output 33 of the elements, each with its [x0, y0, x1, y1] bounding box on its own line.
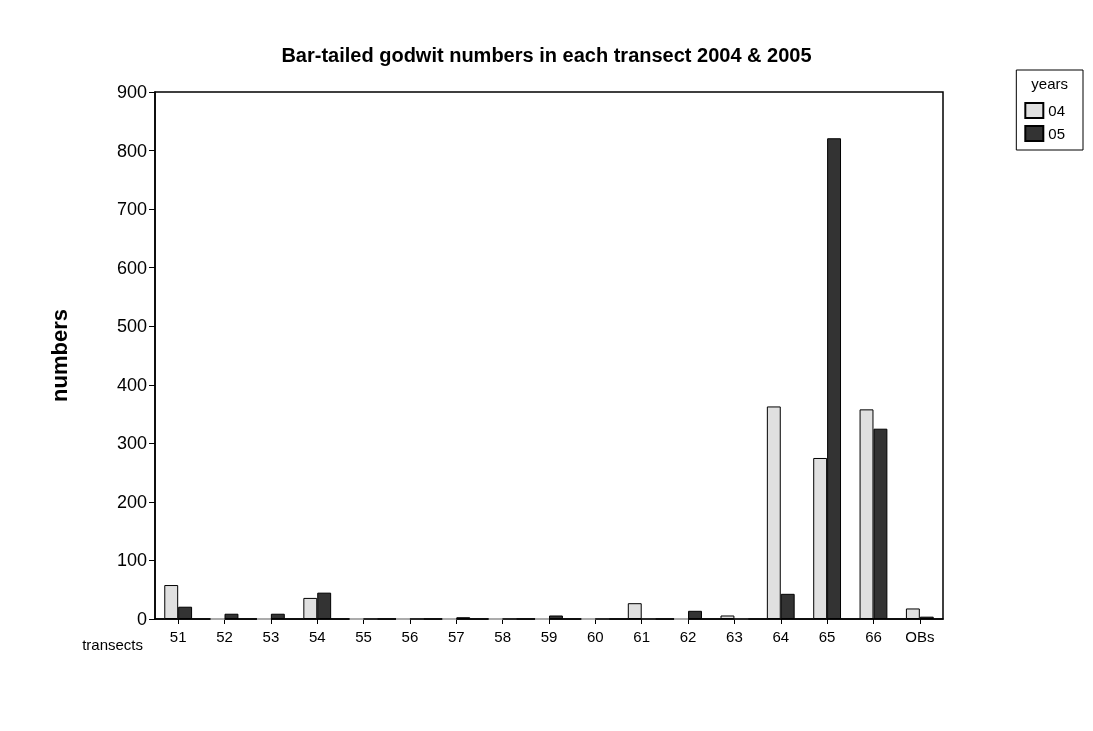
- y-tick-label: 600: [116, 257, 147, 278]
- x-tick-label: 56: [401, 628, 419, 645]
- x-tick-label: 65: [818, 628, 836, 645]
- x-tick-label: 54: [308, 628, 326, 645]
- x-tick-label: 60: [587, 628, 604, 645]
- y-tick-label: 200: [116, 491, 147, 512]
- y-tick-label: 100: [116, 550, 147, 571]
- x-tick-label: 57: [447, 628, 465, 645]
- x-axis-title: transects: [82, 636, 143, 653]
- y-axis-title: numbers: [46, 309, 72, 402]
- y-tick-label: 900: [116, 82, 147, 102]
- x-tick-label: 62: [679, 628, 697, 645]
- x-tick-label: 59: [540, 628, 558, 645]
- legend-label: 04: [1048, 102, 1065, 119]
- x-tick-label: 63: [726, 628, 743, 645]
- y-tick-label: 0: [136, 609, 147, 629]
- x-tick-label: 53: [262, 628, 280, 645]
- y-tick-label: 300: [116, 433, 147, 454]
- x-tick-label: OBs: [905, 628, 935, 645]
- y-tick-label: 700: [116, 199, 147, 220]
- legend-title: years: [1031, 75, 1069, 92]
- x-tick-label: 64: [772, 628, 790, 645]
- legend-label: 05: [1048, 125, 1065, 142]
- y-tick-label: 800: [116, 140, 147, 161]
- x-tick-label: 55: [355, 628, 372, 645]
- x-tick-label: 58: [494, 628, 511, 645]
- chart-title: Bar-tailed godwit numbers in each transect 2004 & 2005: [281, 44, 812, 66]
- x-tick-label: 61: [633, 628, 651, 645]
- x-tick-label: 52: [216, 628, 233, 645]
- y-tick-label: 400: [116, 374, 147, 395]
- y-tick-label: 500: [116, 316, 147, 337]
- x-tick-label: 51: [169, 628, 187, 645]
- x-tick-label: 66: [865, 628, 882, 645]
